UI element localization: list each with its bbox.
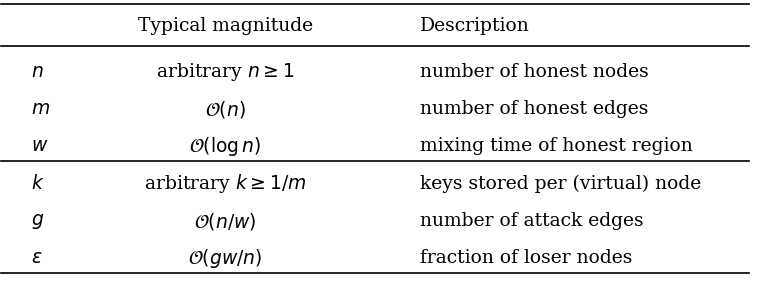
Text: $\mathcal{O}(gw/n)$: $\mathcal{O}(gw/n)$ [188, 247, 263, 270]
Text: number of honest nodes: number of honest nodes [420, 63, 648, 81]
Text: number of attack edges: number of attack edges [420, 212, 644, 230]
Text: $m$: $m$ [32, 100, 50, 118]
Text: $n$: $n$ [32, 63, 44, 81]
Text: fraction of loser nodes: fraction of loser nodes [420, 249, 632, 267]
Text: $\mathcal{O}(n)$: $\mathcal{O}(n)$ [205, 99, 246, 119]
Text: $\mathcal{O}(\log n)$: $\mathcal{O}(\log n)$ [189, 135, 261, 158]
Text: $\mathcal{O}(n/w)$: $\mathcal{O}(n/w)$ [195, 211, 257, 232]
Text: $w$: $w$ [32, 137, 48, 155]
Text: Description: Description [420, 17, 530, 35]
Text: number of honest edges: number of honest edges [420, 100, 648, 118]
Text: keys stored per (virtual) node: keys stored per (virtual) node [420, 175, 701, 193]
Text: Typical magnitude: Typical magnitude [138, 17, 313, 35]
Text: $k$: $k$ [32, 174, 45, 193]
Text: $\epsilon$: $\epsilon$ [32, 249, 43, 267]
Text: mixing time of honest region: mixing time of honest region [420, 137, 693, 155]
Text: arbitrary $k \geq 1/m$: arbitrary $k \geq 1/m$ [145, 172, 307, 195]
Text: $g$: $g$ [32, 212, 45, 231]
Text: arbitrary $n \geq 1$: arbitrary $n \geq 1$ [156, 61, 295, 83]
